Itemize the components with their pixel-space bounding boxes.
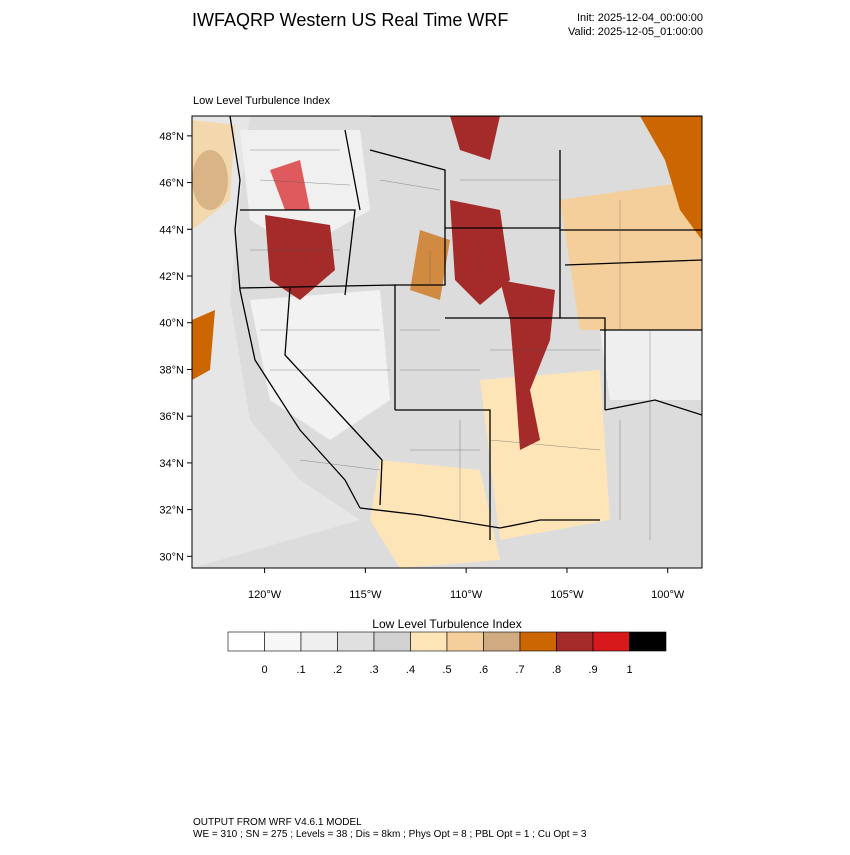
colorbar-box [264, 631, 302, 652]
chart-title: IWFAQRP Western US Real Time WRF [192, 10, 508, 30]
colorbar-tick-label: .4 [406, 664, 415, 676]
colorbar-box [373, 631, 411, 652]
footer-line: OUTPUT FROM WRF V4.6.1 MODEL [193, 817, 362, 828]
footer-line: WE = 310 ; SN = 275 ; Levels = 38 ; Dis … [193, 829, 587, 840]
valid-time: Valid: 2025-12-05_01:00:00 [568, 26, 703, 38]
colorbar-tick-label: .7 [515, 664, 524, 676]
colorbar-box [227, 631, 265, 652]
colorbar-tick-label: .9 [588, 664, 597, 676]
colorbar: 0 .1 .2 .3 .4 .5 .6 .7 .8 .9 1 [227, 631, 667, 676]
axes: 30°N 32°N 34°N 36°N 38°N 40°N 42°N 44°N 46°N 48°N… [159, 131, 684, 601]
colorbar-box [483, 631, 521, 652]
colorbar-tick-label: .6 [479, 664, 488, 676]
y-tick-label: 32°N [159, 505, 184, 517]
subtitle: Low Level Turbulence Index [193, 95, 330, 107]
colorbar-box [519, 631, 557, 652]
colorbar-box [592, 631, 630, 652]
y-tick-label: 40°N [159, 318, 184, 330]
y-tick-label: 44°N [159, 224, 184, 236]
x-tick-label: 115°W [349, 589, 382, 601]
x-tick-label: 100°W [651, 589, 685, 601]
colorbar-tick-label: .2 [333, 664, 342, 676]
colorbar-tick-label: 1 [626, 664, 632, 676]
y-tick-label: 36°N [159, 411, 184, 423]
colorbar-box [410, 631, 448, 652]
colorbar-tick-label: .1 [296, 664, 305, 676]
init-time: Init: 2025-12-04_00:00:00 [577, 12, 703, 24]
colorbar-tick-label: .8 [552, 664, 561, 676]
colorbar-box [556, 631, 594, 652]
y-tick-label: 30°N [159, 551, 184, 563]
colorbar-box [337, 631, 375, 652]
colorbar-box [446, 631, 484, 652]
y-tick-label: 42°N [159, 271, 184, 283]
x-tick-label: 120°W [248, 589, 282, 601]
colorbar-tick-label: 0 [261, 664, 267, 676]
colorbar-box [629, 631, 667, 652]
map-field [192, 116, 702, 568]
y-tick-label: 38°N [159, 364, 184, 376]
x-tick-label: 105°W [550, 589, 584, 601]
colorbar-tick-label: .3 [369, 664, 378, 676]
y-tick-label: 46°N [159, 178, 184, 190]
x-tick-label: 110°W [450, 589, 483, 601]
colorbar-tick-label: .5 [442, 664, 451, 676]
map-frame [191, 115, 703, 569]
y-tick-label: 48°N [159, 131, 184, 143]
y-tick-label: 34°N [159, 458, 184, 470]
colorbar-box [300, 631, 338, 652]
colorbar-title: Low Level Turbulence Index [372, 617, 521, 631]
